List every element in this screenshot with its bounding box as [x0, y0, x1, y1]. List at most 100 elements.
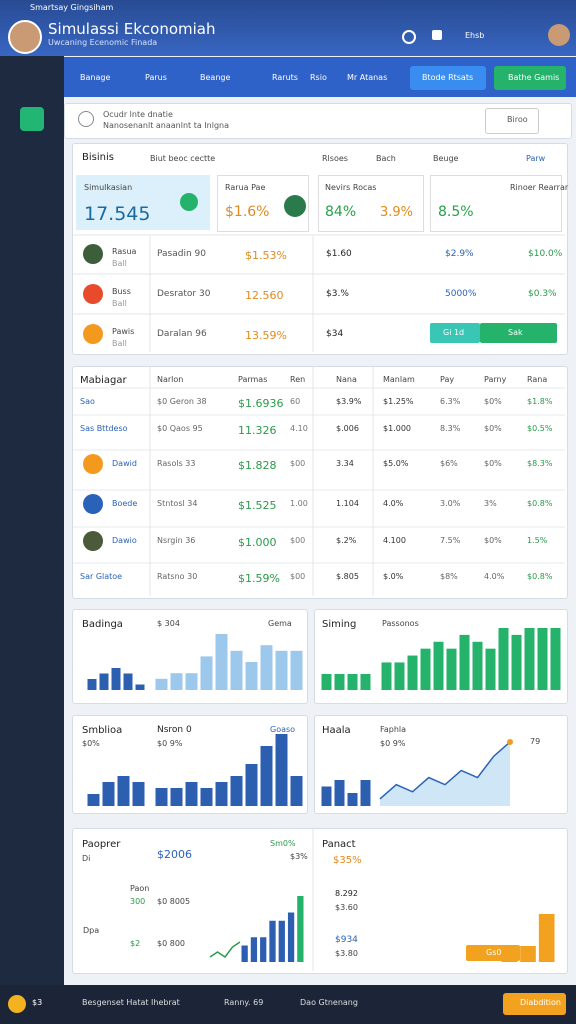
column-header: Mabiagar [80, 375, 127, 386]
button-label: Btode Rtsats [422, 73, 474, 82]
box[interactable] [430, 323, 480, 343]
cell: $1.000 [383, 424, 411, 433]
row-icon [83, 454, 103, 474]
cell: Sao [80, 397, 95, 406]
button-label: Gi 1d [443, 328, 465, 337]
card-value: $1.6% [225, 204, 270, 220]
tab: Bisinis [82, 152, 114, 163]
bar [360, 780, 371, 806]
bar [170, 673, 183, 690]
label: 8.292 [335, 889, 358, 898]
bar [511, 634, 522, 690]
cell: $1.000 [238, 536, 277, 549]
bar [472, 641, 483, 690]
area [380, 742, 510, 806]
cell: Sas Bttdeso [80, 424, 128, 433]
cell: 8.3% [440, 424, 461, 433]
cell: $1.6936 [238, 397, 284, 410]
bar [524, 628, 535, 690]
bar [321, 674, 332, 690]
bar [170, 788, 183, 806]
label: Biroo [507, 115, 528, 124]
card-label: Rarua Pae [225, 183, 266, 192]
bar [200, 656, 213, 690]
cell: Sar Glatoe [80, 572, 123, 581]
label: $3.60 [335, 903, 358, 912]
column-header: Parmas [238, 375, 268, 384]
cell: Dawid [112, 459, 137, 468]
label: 300 [130, 897, 146, 906]
column-header: Parny [484, 375, 507, 384]
bar [485, 648, 496, 690]
nav-tab: Mr Atanas [347, 73, 388, 82]
cell: $1.60 [326, 249, 352, 259]
box[interactable] [480, 323, 557, 343]
cell: $0% [484, 424, 502, 433]
label: $934 [335, 935, 358, 945]
label: $0 800 [157, 939, 185, 948]
column-header: Nana [336, 375, 357, 384]
label: Pawis [112, 327, 135, 336]
footer-item: Dao Gtnenang [300, 998, 358, 1007]
label: Passonos [382, 619, 419, 628]
cell: $.0% [383, 572, 404, 581]
cell: $.006 [336, 424, 359, 433]
cell: 12.560 [245, 289, 284, 302]
nav-tab: Parus [145, 73, 167, 82]
label: Paon [130, 884, 150, 893]
avatar [8, 20, 42, 54]
bar [123, 673, 133, 690]
bar [102, 782, 115, 806]
btn-green[interactable] [494, 66, 566, 90]
box [430, 175, 562, 232]
footer-item: Ranny. 69 [224, 998, 264, 1007]
column-header: Ren [290, 375, 306, 384]
bar [87, 794, 100, 806]
bar [334, 780, 345, 806]
footer [0, 985, 576, 1024]
sidebar-active [20, 107, 44, 131]
label: Nanosenanlt anaanlnt ta Inlgna [103, 121, 229, 130]
cell: 3% [484, 499, 497, 508]
label: Uwcaning Ecenomic Finada [48, 38, 158, 47]
label: Smartsay Gingsiham [30, 3, 114, 12]
cell: $.805 [336, 572, 359, 581]
bar [230, 776, 243, 806]
box[interactable] [485, 108, 539, 134]
nav-bar [64, 57, 576, 97]
bar [459, 634, 470, 690]
label: Goaso [270, 725, 296, 734]
label: Ehsb [465, 31, 485, 40]
top-bar [0, 0, 576, 56]
btn-blue[interactable] [410, 66, 486, 90]
bar [241, 945, 248, 962]
label: Siming [322, 619, 357, 630]
cell: 4.0% [383, 499, 404, 508]
label: Buss [112, 287, 131, 296]
bar [185, 673, 198, 690]
bar [537, 628, 548, 690]
column-header: Pay [440, 375, 455, 384]
label: $ 304 [157, 619, 180, 628]
cell: $1.525 [238, 499, 277, 512]
bar [185, 782, 198, 806]
cell: $0 Geron 38 [157, 397, 207, 406]
bar [334, 674, 345, 690]
cell: $1.8% [527, 397, 553, 406]
row-icon [83, 284, 103, 304]
cell: $.2% [336, 536, 357, 545]
label: Ocudr lnte dnatie [103, 110, 173, 119]
cell: 1.104 [336, 499, 359, 508]
bar [433, 641, 444, 690]
label: Haala [322, 725, 351, 736]
cell: $1.25% [383, 397, 414, 406]
label: $0% [82, 739, 100, 748]
footer-item: Besgenset Hatat Ihebrat [82, 998, 180, 1007]
box[interactable] [503, 993, 566, 1015]
cell: $1.53% [245, 249, 287, 262]
cell: Boede [112, 499, 138, 508]
bar [498, 628, 509, 690]
bar [290, 776, 303, 806]
badge: $3 [32, 998, 43, 1007]
bar [347, 674, 358, 690]
